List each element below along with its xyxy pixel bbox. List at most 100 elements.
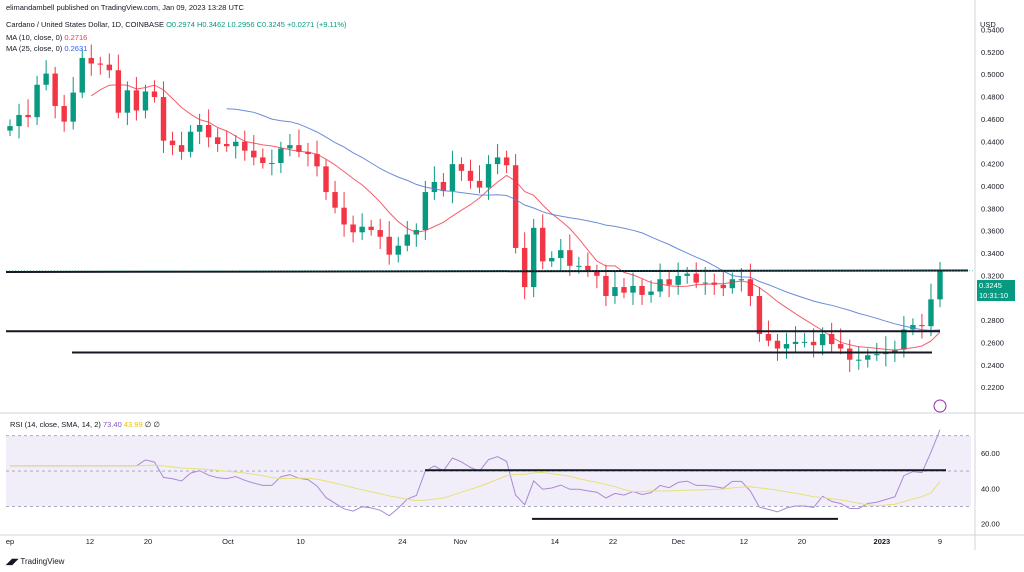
candle-body <box>693 273 699 283</box>
candle-body <box>106 64 113 71</box>
candle <box>558 239 564 271</box>
candles <box>7 44 943 372</box>
ma25-label: MA (25, close, 0) <box>6 44 63 53</box>
candle-body <box>16 114 22 127</box>
rsi-label: RSI (14, close, SMA, 14, 2) <box>10 420 101 429</box>
candle <box>269 149 275 176</box>
candle <box>783 332 790 359</box>
time-tick-label: Nov <box>454 537 468 546</box>
candle-body <box>801 341 808 343</box>
candle-body <box>549 258 555 262</box>
candle-body <box>242 141 248 151</box>
candle-body <box>648 291 654 295</box>
candle-body <box>269 163 275 164</box>
candle-body <box>540 227 546 262</box>
candle <box>79 49 85 99</box>
candle-body <box>874 354 880 356</box>
candle-body <box>43 73 49 85</box>
candle <box>124 81 131 125</box>
candle-body <box>783 344 790 349</box>
candle-body <box>70 92 76 122</box>
candle <box>549 251 555 267</box>
candle <box>332 180 338 214</box>
candle-body <box>233 141 239 147</box>
time-tick-label: 24 <box>398 537 406 546</box>
price-tick-label: 0.5200 <box>981 48 1004 57</box>
candle <box>675 262 681 295</box>
candle <box>368 220 374 236</box>
candle-body <box>458 164 465 171</box>
price-tick-label: 0.3400 <box>981 249 1004 258</box>
publisher-text: elimandambell published on TradingView.c… <box>6 3 244 12</box>
candle-body <box>395 245 401 255</box>
price-tick-label: 0.2400 <box>981 361 1004 370</box>
candle-body <box>350 224 356 233</box>
candle <box>648 280 654 303</box>
candle <box>594 264 600 289</box>
candle <box>765 320 772 347</box>
countdown-tag: 10:31:10 <box>977 290 1015 301</box>
tradingview-brand[interactable]: ◢◤ TradingView <box>6 557 64 566</box>
candle-body <box>169 140 176 146</box>
candle-body <box>323 166 329 193</box>
candle-body <box>521 247 528 288</box>
candle-body <box>729 279 736 289</box>
candle-body <box>61 106 67 122</box>
candle <box>214 128 221 152</box>
candle-body <box>332 192 338 208</box>
candle <box>404 221 410 252</box>
candle-body <box>368 226 374 231</box>
candle <box>476 165 483 194</box>
candle <box>413 223 420 247</box>
symbol-line: Cardano / United States Dollar, 1D, COIN… <box>6 20 347 29</box>
candle-body <box>630 285 636 293</box>
candle-body <box>25 114 31 118</box>
candle-body <box>594 271 600 276</box>
price-tick-label: 0.3200 <box>981 271 1004 280</box>
candle <box>630 272 636 305</box>
candle <box>7 119 13 137</box>
candle <box>521 232 528 300</box>
candle <box>837 328 844 355</box>
candle-body <box>79 57 85 93</box>
candle <box>467 159 474 189</box>
candle-body <box>603 275 609 296</box>
candle-body <box>530 227 537 288</box>
rsi-extra: ∅ ∅ <box>144 420 160 429</box>
rsi-legend[interactable]: RSI (14, close, SMA, 14, 2) 73.40 43.99 … <box>10 420 160 429</box>
candle-body <box>359 226 365 233</box>
candle <box>70 76 76 130</box>
price-tick-label: 0.2600 <box>981 338 1004 347</box>
rsi-sma-value: 43.99 <box>123 420 143 429</box>
ma10-value: 0.2716 <box>64 33 88 42</box>
candle <box>431 166 438 200</box>
time-tick-label: 20 <box>144 537 152 546</box>
time-tick-label: 14 <box>551 537 559 546</box>
candle <box>187 125 194 158</box>
candle <box>440 173 447 197</box>
candle-body <box>88 57 94 64</box>
candle <box>115 54 122 119</box>
rsi-tick-label: 60.00 <box>981 449 1000 458</box>
candle-body <box>847 348 853 360</box>
candle <box>61 94 67 132</box>
candle-body <box>278 148 284 163</box>
ma10-legend[interactable]: MA (10, close, 0) 0.2716 <box>6 33 87 42</box>
candle-body <box>494 157 501 165</box>
candle-body <box>567 250 573 266</box>
candle <box>567 234 573 276</box>
candle <box>612 271 618 304</box>
candle <box>359 213 365 241</box>
candle <box>16 103 22 139</box>
candle-body <box>305 151 311 155</box>
candle <box>458 157 465 181</box>
candle-body <box>7 126 13 131</box>
candle <box>657 263 663 298</box>
candle-body <box>205 125 212 138</box>
candle-body <box>937 270 943 300</box>
candle <box>503 150 510 174</box>
candle <box>856 346 862 370</box>
ma25-legend[interactable]: MA (25, close, 0) 0.2631 <box>6 44 87 53</box>
candle <box>386 221 392 265</box>
